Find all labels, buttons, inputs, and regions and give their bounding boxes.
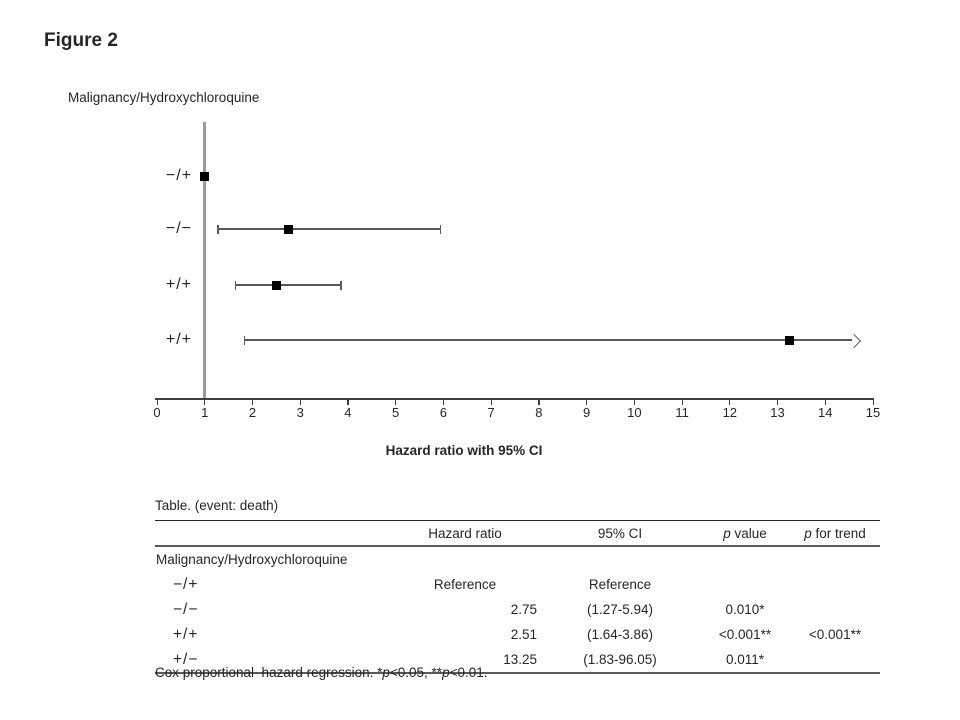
x-axis-tick [729,399,731,405]
x-tick-label: 3 [296,405,304,420]
row-label-cell: +/− [173,650,199,668]
column-header: p for trend [804,525,866,541]
column-header: Hazard ratio [428,525,502,541]
x-tick-label: 13 [770,405,785,420]
x-tick-label: 9 [582,405,591,420]
ci-cell: (1.27-5.94) [586,602,654,617]
hazard-ratio-cell: Reference [433,577,497,592]
results-table: Hazard ratio 95% CI p value p for trend Mal… [155,520,880,674]
x-tick-label: 7 [487,405,495,420]
x-axis-tick [299,399,301,405]
x-tick-label: 15 [865,405,881,420]
x-axis-tick [633,399,636,405]
p-for-trend-cell [790,572,880,597]
table-title: Table. (event: death) [155,498,279,513]
point-marker [283,224,293,234]
column-header: p value [723,525,767,541]
x-axis-tick [442,399,445,405]
p-value-cell: 0.011* [725,652,765,667]
x-axis-tick [538,399,540,405]
x-tick-label: 12 [722,405,738,420]
x-axis-tick [681,399,683,405]
row-label-cell: −/− [173,600,199,618]
table-row: +/+ 2.51 (1.64-3.86) <0.001** <0.001** [155,622,880,647]
ci-cap-right [439,224,442,234]
row-label-cell: +/+ [173,625,199,643]
x-tick-label: 4 [344,405,352,420]
x-tick-label: 2 [248,405,257,420]
table-row: −/+ Reference Reference [155,572,880,597]
x-axis-line [155,398,874,400]
plot-group-label: Malignancy/Hydroxychloroquine [68,90,260,105]
ci-cap-left [217,224,219,234]
table-row: −/− 2.75 (1.27-5.94) 0.010* [155,597,880,622]
plot-row-label: +/+ [165,331,192,348]
p-for-trend-cell: <0.001** [808,627,862,642]
results-table-header: Hazard ratio 95% CI p value p for trend [155,520,880,547]
figure-title: Figure 2 [44,30,118,51]
ci-cell: (1.83-96.05) [583,652,657,667]
column-header [155,521,390,547]
x-axis-tick [777,399,779,405]
x-axis-tick [204,399,206,405]
ci-cell: Reference [588,577,652,592]
x-tick-label: 6 [439,405,447,420]
point-marker [784,335,794,345]
ci-cap-right [340,280,342,290]
x-axis-tick [251,399,254,405]
x-axis-tick [824,399,826,405]
x-axis-tick [347,399,349,405]
ci-line [217,228,441,230]
point-marker [272,280,282,290]
reference-line [203,122,207,400]
table-footnote: Cox proportional hazard regression. *p<0… [155,665,488,680]
row-label-cell: −/+ [173,575,199,593]
x-tick-label: 10 [627,405,642,420]
x-axis-tick [490,399,492,405]
x-axis-tick [395,399,397,405]
x-tick-label: 5 [392,405,400,420]
ci-cap-left [243,335,246,345]
hazard-ratio-cell: 13.25 [503,652,537,667]
ci-line [244,339,852,341]
p-value-cell [700,572,790,597]
x-tick-label: 11 [675,405,689,420]
table-group-row: Malignancy/Hydroxychloroquine [155,546,880,572]
ci-cell: (1.64-3.86) [586,627,654,642]
x-tick-label: 14 [818,405,833,420]
p-value-cell: 0.010* [725,602,765,617]
ci-cap-left [234,280,237,290]
x-tick-label: 8 [535,405,543,420]
plot-row-label: −/− [165,220,192,237]
x-tick-label: 1 [201,405,209,420]
table-group-label: Malignancy/Hydroxychloroquine [156,552,348,567]
column-header: 95% CI [597,525,643,541]
hazard-ratio-cell: 2.51 [510,627,537,642]
p-for-trend-cell [790,647,880,673]
hazard-ratio-cell: 2.75 [510,602,537,617]
p-value-cell: <0.001** [718,627,772,642]
x-axis-tick [872,399,874,405]
table-row: +/− 13.25 (1.83-96.05) 0.011* [155,647,880,673]
arrow-right-icon [846,333,862,348]
x-axis-tick [156,399,158,405]
x-axis-label: Hazard ratio with 95% CI [385,443,543,458]
ci-line [235,284,342,286]
p-for-trend-cell [790,597,880,622]
point-marker [200,171,210,181]
plot-row-label: −/+ [165,167,192,184]
x-tick-label: 0 [153,405,161,420]
plot-row-label: +/+ [165,276,192,293]
x-axis-tick [586,399,588,405]
